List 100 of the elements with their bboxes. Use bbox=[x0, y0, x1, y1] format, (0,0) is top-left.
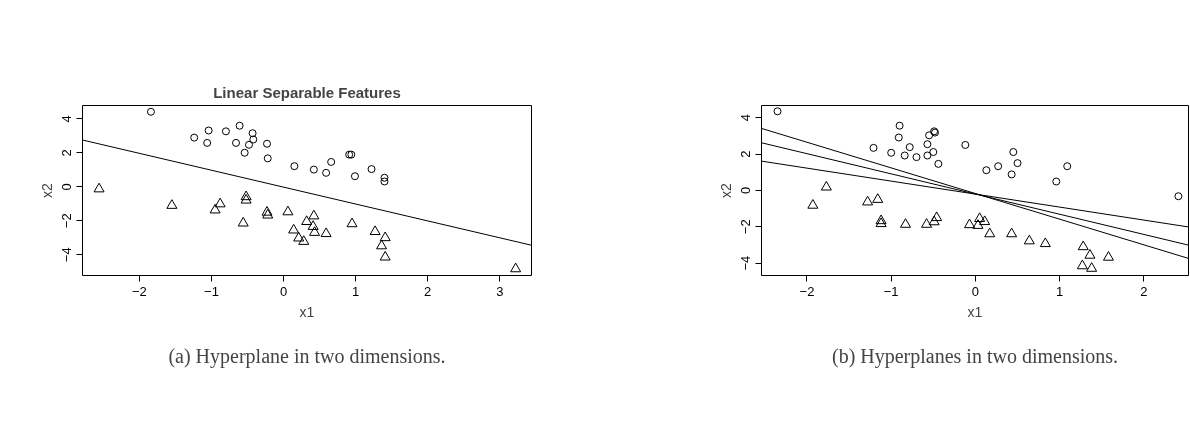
y-tick-label: −4 bbox=[59, 247, 75, 263]
point bbox=[807, 199, 819, 209]
point bbox=[327, 157, 336, 166]
point bbox=[921, 218, 933, 228]
point bbox=[900, 151, 909, 160]
point bbox=[972, 219, 984, 229]
point bbox=[1023, 234, 1035, 245]
point bbox=[350, 172, 359, 181]
point bbox=[376, 239, 388, 250]
point bbox=[887, 148, 896, 157]
point bbox=[146, 107, 155, 116]
y-tick-label: 4 bbox=[59, 115, 75, 123]
point bbox=[925, 131, 934, 140]
point bbox=[912, 153, 921, 162]
point bbox=[190, 133, 199, 142]
point bbox=[293, 231, 305, 242]
point bbox=[961, 140, 970, 149]
point bbox=[984, 227, 996, 238]
x-tick-label: −1 bbox=[883, 283, 899, 299]
point bbox=[869, 143, 878, 152]
x-tick-label: 3 bbox=[496, 283, 504, 299]
point bbox=[862, 195, 874, 206]
point bbox=[249, 135, 258, 144]
point bbox=[974, 212, 986, 222]
point bbox=[895, 121, 904, 130]
point bbox=[298, 235, 310, 245]
x-tick-label: 1 bbox=[1056, 283, 1064, 299]
point bbox=[1174, 192, 1183, 201]
point bbox=[982, 166, 991, 175]
point bbox=[322, 168, 331, 177]
point bbox=[1063, 162, 1072, 171]
point bbox=[773, 107, 782, 116]
point bbox=[1076, 259, 1088, 270]
y-tick-label: 0 bbox=[738, 186, 754, 195]
x-axis-title: x1 bbox=[967, 303, 983, 320]
point bbox=[900, 218, 912, 228]
chart-title: Linear Separable Features bbox=[213, 83, 401, 101]
point bbox=[964, 218, 976, 229]
point bbox=[309, 226, 321, 236]
point bbox=[929, 148, 938, 157]
point bbox=[380, 177, 389, 186]
point bbox=[308, 209, 320, 220]
x-tick-label: 1 bbox=[352, 283, 360, 299]
point bbox=[1084, 249, 1096, 259]
point bbox=[203, 138, 212, 147]
point bbox=[1009, 148, 1018, 157]
point bbox=[1007, 170, 1016, 179]
point bbox=[301, 215, 313, 225]
point bbox=[309, 165, 318, 174]
point bbox=[369, 225, 381, 236]
point bbox=[931, 211, 943, 222]
point bbox=[237, 216, 249, 227]
x-tick-label: 0 bbox=[279, 283, 288, 299]
point bbox=[288, 223, 300, 234]
point bbox=[282, 205, 294, 216]
y-axis-title: x2 bbox=[38, 182, 55, 198]
point bbox=[240, 148, 249, 157]
point bbox=[872, 193, 884, 203]
x-tick-label: 2 bbox=[1140, 283, 1148, 299]
point bbox=[1077, 240, 1089, 251]
y-tick-label: 2 bbox=[738, 150, 754, 158]
point bbox=[894, 133, 903, 142]
point bbox=[380, 173, 389, 182]
point bbox=[367, 165, 376, 174]
text: (b) Hyperplanes in two dimensions. bbox=[831, 344, 1119, 368]
point bbox=[204, 126, 213, 135]
x-tick-label: −1 bbox=[204, 283, 219, 299]
y-tick-label: −4 bbox=[738, 255, 754, 271]
y-tick-label: 0 bbox=[59, 183, 75, 191]
point bbox=[1052, 177, 1061, 186]
point bbox=[221, 127, 230, 136]
point bbox=[820, 180, 832, 191]
point bbox=[248, 129, 257, 138]
point bbox=[209, 203, 221, 214]
point bbox=[379, 231, 391, 242]
point bbox=[1006, 227, 1018, 238]
x-tick-label: 2 bbox=[424, 283, 432, 299]
x-tick-label: 0 bbox=[971, 283, 980, 299]
point bbox=[214, 197, 226, 208]
point bbox=[166, 199, 178, 209]
x-tick-label: −2 bbox=[799, 283, 815, 299]
x-axis-title: x1 bbox=[299, 303, 315, 320]
point bbox=[923, 151, 932, 160]
point bbox=[235, 121, 244, 130]
point bbox=[994, 162, 1003, 171]
point bbox=[1013, 159, 1022, 168]
point bbox=[1086, 262, 1098, 272]
point bbox=[928, 215, 940, 226]
point bbox=[232, 138, 241, 147]
y-tick-label: −2 bbox=[59, 213, 75, 229]
point bbox=[510, 262, 522, 273]
point bbox=[346, 217, 358, 228]
x-tick-label: −2 bbox=[132, 283, 147, 299]
point bbox=[290, 162, 299, 171]
point bbox=[244, 140, 253, 149]
y-tick-label: 2 bbox=[59, 149, 75, 157]
y-tick-label: 4 bbox=[738, 114, 754, 122]
point bbox=[905, 143, 914, 152]
point bbox=[379, 250, 391, 261]
point bbox=[979, 215, 991, 226]
